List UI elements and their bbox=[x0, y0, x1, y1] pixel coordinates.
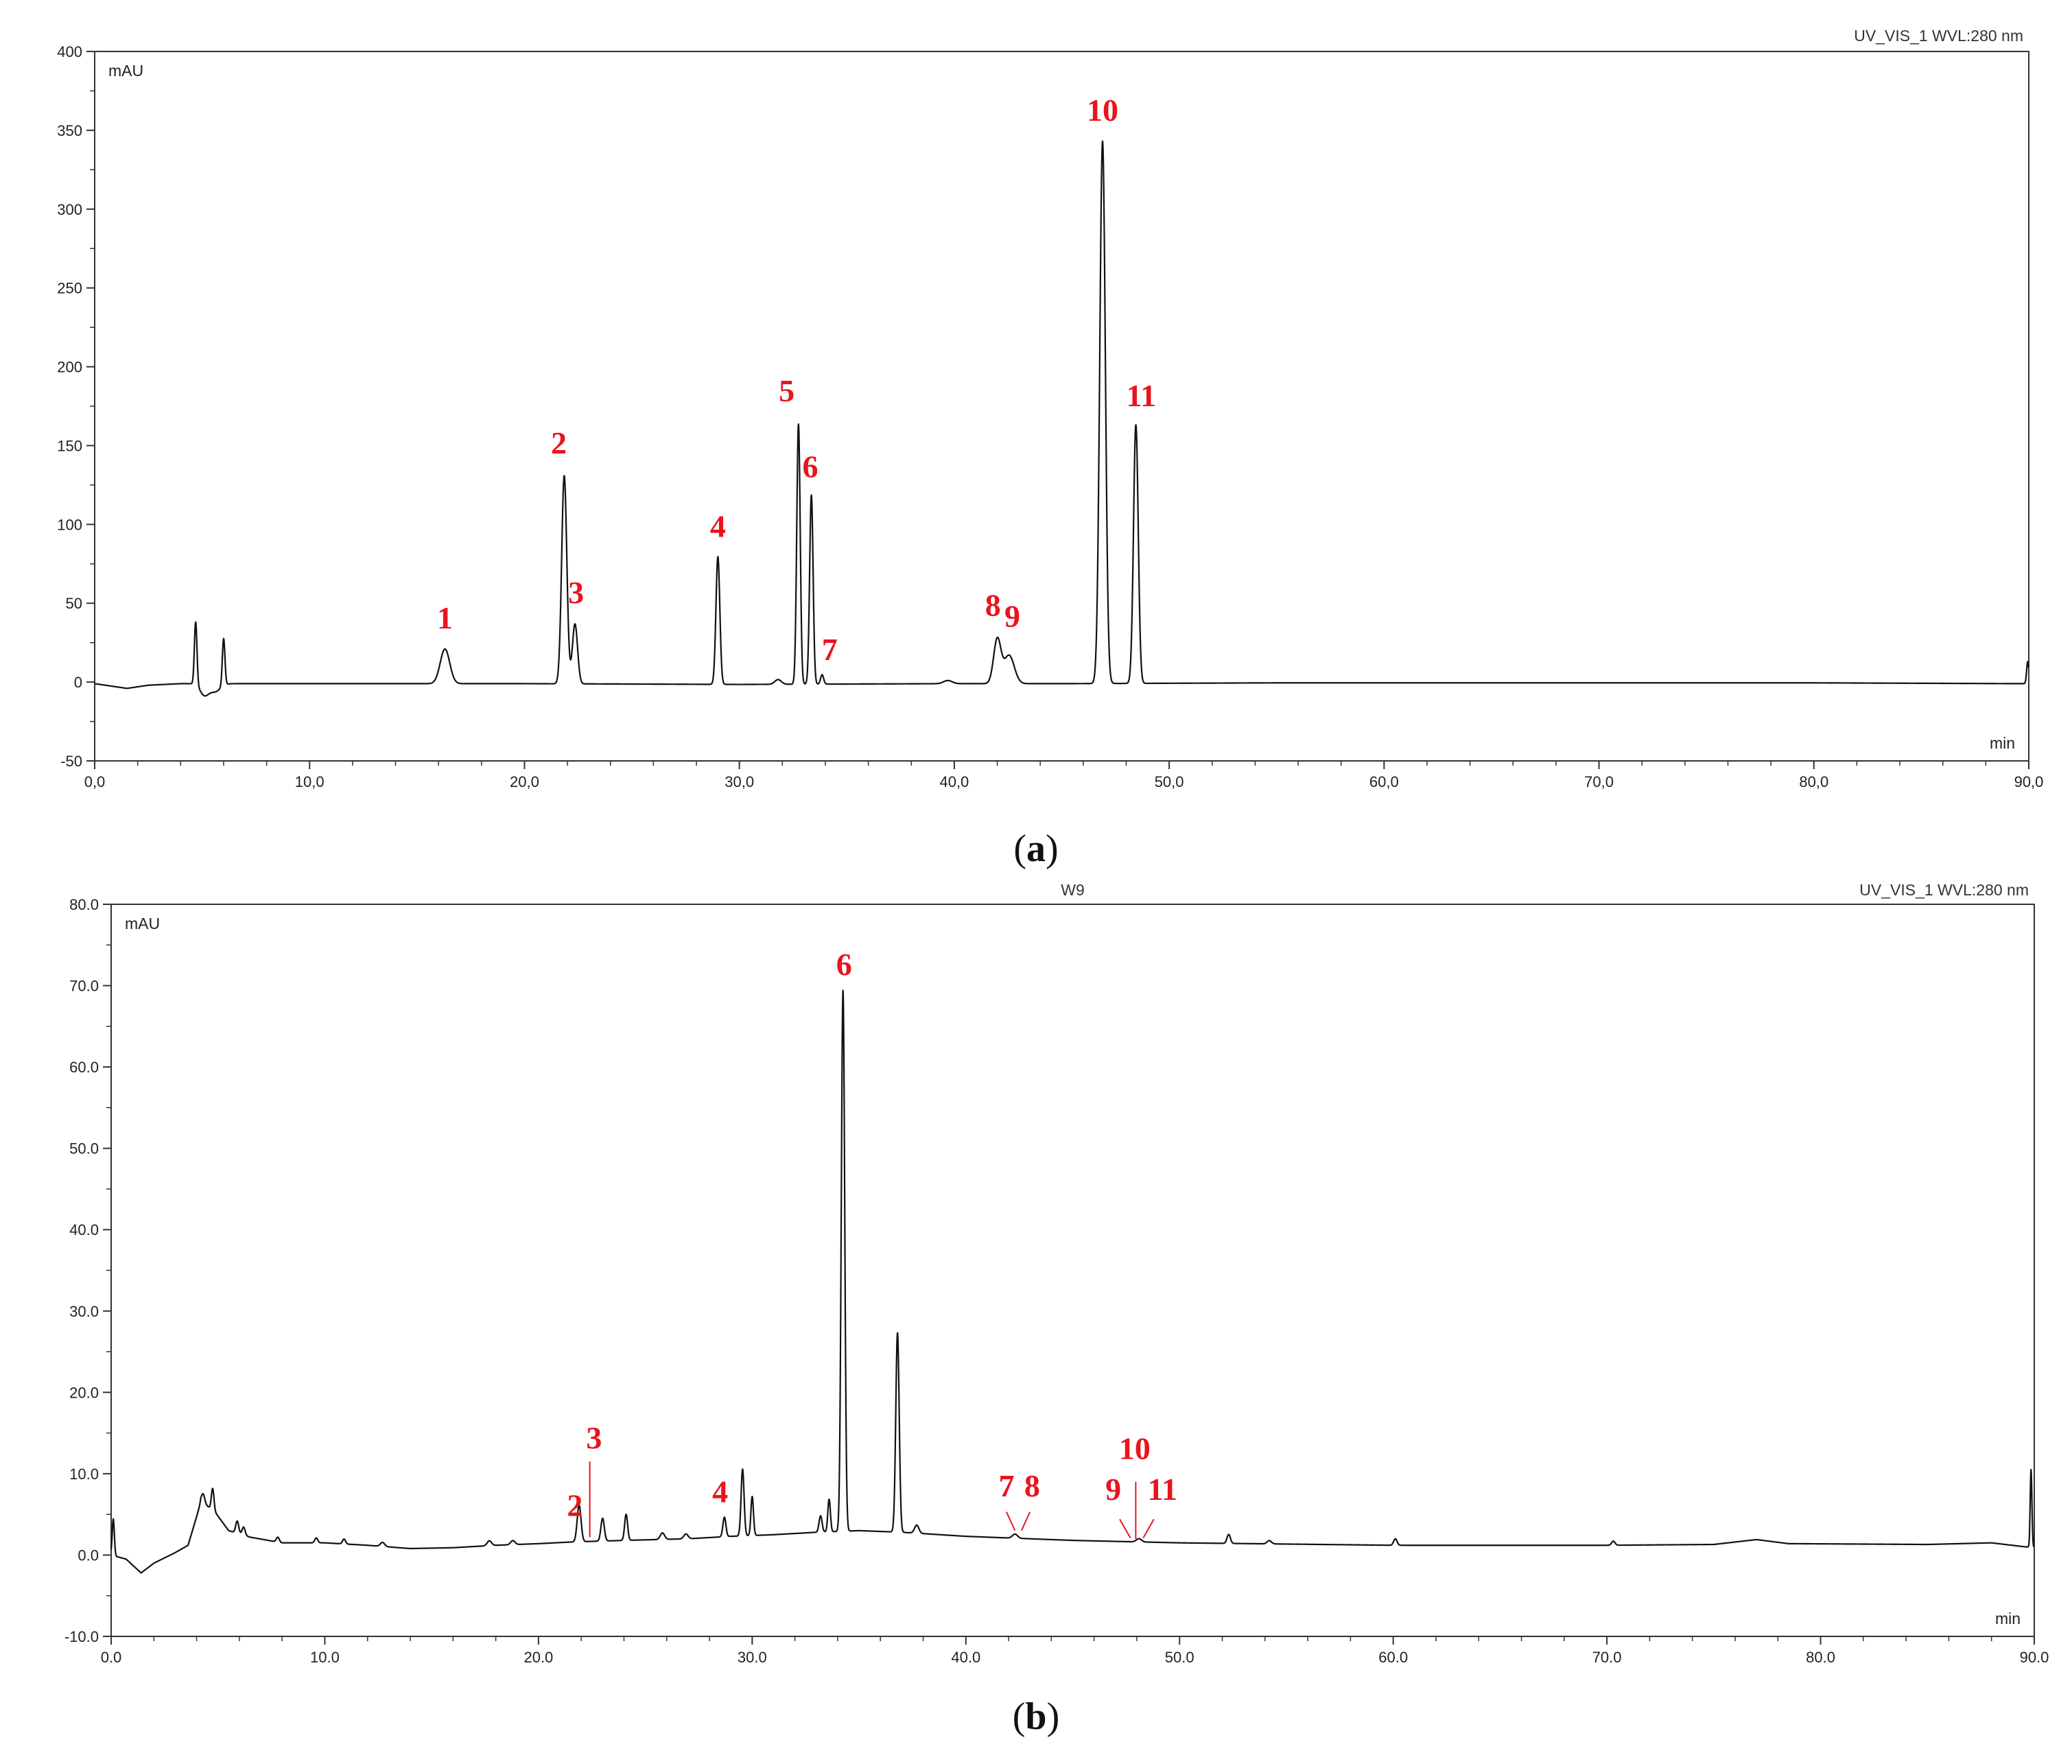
peak-label-2: 2 bbox=[551, 425, 567, 460]
x-tick-label: 30,0 bbox=[725, 773, 754, 790]
y-tick-label: 50 bbox=[66, 595, 82, 612]
peak-leader-line bbox=[1020, 1512, 1031, 1531]
peak-leader-line bbox=[1006, 1512, 1016, 1531]
peak-label-1: 1 bbox=[437, 600, 453, 635]
y-tick-label: 70.0 bbox=[69, 978, 99, 995]
y-tick-label: -50 bbox=[60, 753, 82, 770]
y-tick-label: 80.0 bbox=[69, 896, 99, 913]
x-tick-label: 10,0 bbox=[295, 773, 325, 790]
peak-label-9: 9 bbox=[1004, 599, 1020, 634]
peak-label-10: 10 bbox=[1087, 93, 1118, 128]
peak-label-3: 3 bbox=[586, 1420, 602, 1455]
y-tick-label: 40.0 bbox=[69, 1221, 99, 1238]
y-axis-unit-label: mAU bbox=[125, 915, 160, 932]
x-tick-label: 80.0 bbox=[1806, 1649, 1835, 1666]
panel-caption: (a) bbox=[1013, 827, 1058, 870]
peak-leader-line bbox=[1142, 1518, 1155, 1539]
peak-leader-line bbox=[1119, 1518, 1131, 1539]
y-tick-label: 20.0 bbox=[69, 1384, 99, 1401]
x-tick-label: 50,0 bbox=[1155, 773, 1184, 790]
y-tick-label: 50.0 bbox=[69, 1140, 99, 1157]
x-tick-label: 20,0 bbox=[510, 773, 539, 790]
y-tick-label: 150 bbox=[57, 437, 82, 454]
chromatogram-panel-b: -10.00.010.020.030.040.050.060.070.080.0… bbox=[64, 881, 2049, 1738]
x-tick-label: 30.0 bbox=[738, 1649, 767, 1666]
x-tick-label: 50.0 bbox=[1165, 1649, 1194, 1666]
chromatogram-panel-a: -50 0 50 100 150 200 250 300 350 400 0,0 10,0 20,0 30… bbox=[57, 27, 2043, 870]
detector-header-label: UV_VIS_1 WVL:280 nm bbox=[1854, 27, 2023, 45]
panel-caption: (b) bbox=[1013, 1695, 1059, 1738]
x-tick-label: 60,0 bbox=[1369, 773, 1399, 790]
y-tick-label: 200 bbox=[57, 359, 82, 376]
y-tick-label: 0.0 bbox=[78, 1547, 99, 1564]
y-tick-label: 60.0 bbox=[69, 1059, 99, 1076]
peak-label-6: 6 bbox=[803, 449, 819, 484]
x-tick-label: 0.0 bbox=[101, 1649, 122, 1666]
sample-title: W9 bbox=[1061, 881, 1085, 899]
y-tick-label: 300 bbox=[57, 201, 82, 218]
y-tick-label: 0 bbox=[74, 674, 82, 691]
y-tick-label: -10.0 bbox=[64, 1628, 99, 1645]
x-tick-label: 70,0 bbox=[1584, 773, 1614, 790]
peak-label-9: 9 bbox=[1105, 1472, 1121, 1507]
chromatogram-trace bbox=[94, 140, 2029, 697]
peak-label-6: 6 bbox=[836, 947, 852, 982]
y-tick-label: 100 bbox=[57, 516, 82, 533]
x-tick-label: 70.0 bbox=[1592, 1649, 1622, 1666]
y-tick-label: 400 bbox=[57, 43, 82, 60]
peak-label-7: 7 bbox=[822, 632, 838, 667]
detector-header-label: UV_VIS_1 WVL:280 nm bbox=[1859, 881, 2029, 899]
peak-label-4: 4 bbox=[712, 1474, 728, 1509]
chromatogram-trace bbox=[110, 989, 2035, 1574]
peak-label-11: 11 bbox=[1127, 378, 1156, 413]
peak-label-8: 8 bbox=[1024, 1468, 1040, 1503]
x-tick-label: 0,0 bbox=[84, 773, 106, 790]
peak-label-5: 5 bbox=[779, 373, 794, 408]
peak-label-11: 11 bbox=[1148, 1472, 1177, 1507]
y-axis-unit-label: mAU bbox=[108, 62, 143, 80]
y-tick-label: 30.0 bbox=[69, 1303, 99, 1320]
peak-label-10: 10 bbox=[1119, 1431, 1151, 1466]
y-tick-label: 350 bbox=[57, 122, 82, 139]
x-tick-label: 90,0 bbox=[2014, 773, 2044, 790]
peak-label-8: 8 bbox=[985, 588, 1001, 623]
x-tick-label: 20.0 bbox=[523, 1649, 553, 1666]
peak-label-3: 3 bbox=[568, 575, 584, 610]
peak-label-2: 2 bbox=[567, 1488, 582, 1523]
x-axis-unit-label: min bbox=[1990, 734, 2015, 752]
x-tick-label: 40.0 bbox=[951, 1649, 980, 1666]
x-tick-label: 90.0 bbox=[2020, 1649, 2049, 1666]
x-tick-label: 10.0 bbox=[310, 1649, 340, 1666]
y-tick-label: 10.0 bbox=[69, 1466, 99, 1483]
peak-label-7: 7 bbox=[998, 1468, 1014, 1503]
peak-label-4: 4 bbox=[710, 509, 726, 544]
x-tick-label: 40,0 bbox=[939, 773, 969, 790]
x-tick-label: 60.0 bbox=[1378, 1649, 1408, 1666]
x-axis-unit-label: min bbox=[1995, 1610, 2021, 1627]
y-tick-label: 250 bbox=[57, 280, 82, 297]
x-tick-label: 80,0 bbox=[1799, 773, 1828, 790]
